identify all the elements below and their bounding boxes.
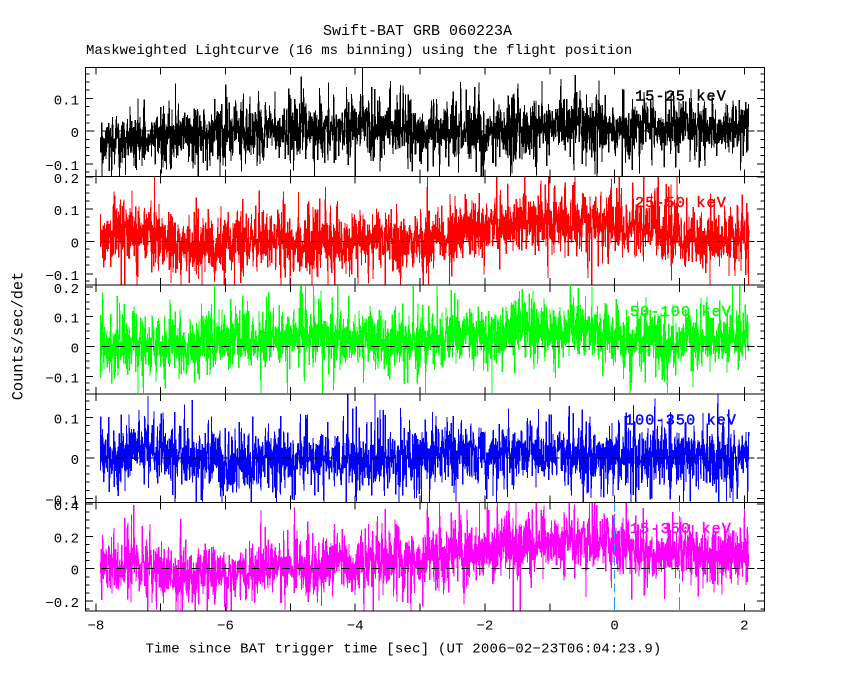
svg-text:−0.1: −0.1	[45, 159, 79, 175]
svg-text:0.1: 0.1	[54, 312, 79, 328]
svg-text:Maskweighted Lightcurve (16 ms: Maskweighted Lightcurve (16 ms binning) …	[86, 43, 632, 59]
svg-text:0: 0	[71, 341, 79, 357]
svg-text:100-350 keV: 100-350 keV	[625, 413, 737, 430]
svg-text:0.2: 0.2	[54, 282, 79, 298]
svg-text:0.2: 0.2	[54, 531, 79, 547]
svg-text:0.1: 0.1	[54, 412, 79, 428]
svg-text:−0.1: −0.1	[45, 269, 79, 285]
svg-text:−6: −6	[217, 619, 234, 635]
svg-text:−0.1: −0.1	[45, 493, 79, 509]
svg-text:Time since BAT trigger time [s: Time since BAT trigger time [sec] (UT 20…	[145, 642, 661, 658]
svg-text:15-25 keV: 15-25 keV	[635, 89, 727, 106]
svg-text:−0.2: −0.2	[45, 596, 79, 612]
svg-text:−4: −4	[347, 619, 364, 635]
svg-text:0.4: 0.4	[54, 499, 79, 515]
svg-text:0: 0	[71, 126, 79, 142]
svg-text:2: 2	[740, 619, 748, 635]
svg-text:Counts/sec/det: Counts/sec/det	[10, 272, 28, 401]
svg-text:Swift-BAT GRB 060223A: Swift-BAT GRB 060223A	[323, 23, 512, 40]
svg-text:0: 0	[71, 564, 79, 580]
svg-text:0: 0	[71, 453, 79, 469]
svg-text:−2: −2	[477, 619, 494, 635]
svg-text:−0.1: −0.1	[45, 371, 79, 387]
svg-text:−8: −8	[87, 619, 104, 635]
svg-text:0: 0	[71, 237, 79, 253]
svg-text:0.1: 0.1	[54, 204, 79, 220]
svg-text:0.2: 0.2	[54, 172, 79, 188]
svg-text:0: 0	[610, 619, 618, 635]
svg-text:0.1: 0.1	[54, 93, 79, 109]
